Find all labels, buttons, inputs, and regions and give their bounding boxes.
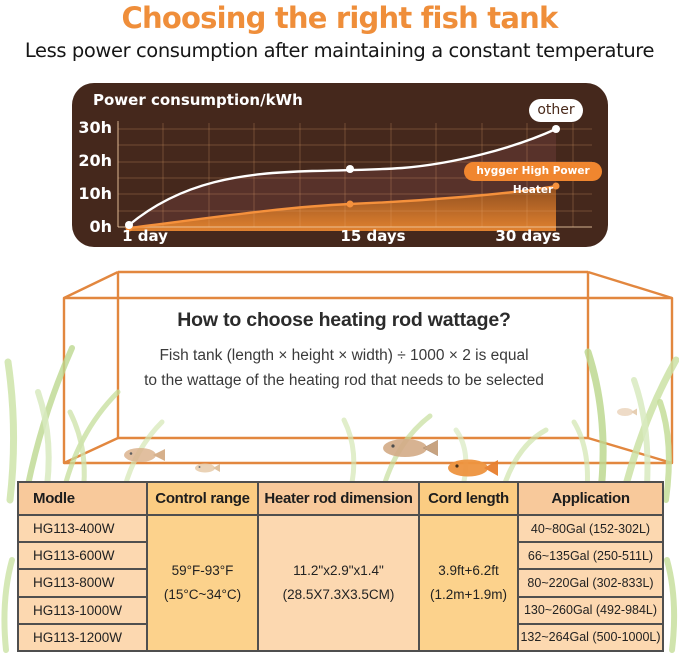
other-series-badge: other [529,99,583,122]
application-cell: 40~80Gal (152-302L) [517,513,664,544]
application-cell: 132~264Gal (500-1000L) [517,622,664,653]
x-axis-tick-1day: 1 day [122,227,168,245]
model-cell: HG113-800W [17,568,148,598]
heating-rod-wattage-note: How to choose heating rod wattage? Fish … [24,309,664,393]
application-cell: 130~260Gal (492-984L) [517,595,664,625]
page-title: Choosing the right fish tank [121,1,559,35]
wattage-question-heading: How to choose heating rod wattage? [177,309,511,331]
control-range-cell: 59°F-93°F (15°C~34°C) [146,514,259,652]
y-axis-tick-0h: 0h [89,217,112,236]
application-cell: 80~220Gal (302-833L) [517,568,664,598]
fish-icon [124,408,637,477]
model-cell: HG113-1000W [17,595,148,625]
chart-axes [117,121,592,228]
table-row: HG113-400W 59°F-93°F (15°C~34°C) 11.2"x2… [17,513,664,652]
table-row: HG113-1200W 132~264Gal (500-1000L) [17,622,664,653]
table-row: HG113-800W 80~220Gal (302-833L) [17,568,664,598]
col-header-application: Application [517,481,664,516]
col-header-model: Modle [17,481,148,516]
model-cell: HG113-600W [17,541,148,571]
application-cell: 66~135Gal (250-511L) [517,541,664,571]
heater-rod-dimension-cell: 11.2"x2.9"x1.4" (28.5X7.3X3.5CM) [257,514,420,652]
x-axis-tick-30days: 30 days [495,227,561,245]
col-header-cord-length: Cord length [418,481,519,516]
hygger-series-area [129,186,556,231]
table-header-row: Modle Control range Heater rod dimension… [17,481,664,516]
y-axis-tick-30h: 30h [78,118,112,137]
col-header-control-range: Control range [146,481,259,516]
hygger-series-badge: hygger High Power Heater [464,162,602,196]
page-subtitle: Less power consumption after maintaining… [24,39,655,62]
col-header-heater-rod-dimension: Heater rod dimension [257,481,420,516]
wattage-formula-line2: to the wattage of the heating rod that n… [144,372,544,389]
table-row: HG113-1000W 130~260Gal (492-984L) [17,595,664,625]
y-axis-tick-20h: 20h [78,151,112,170]
wattage-formula-line1: Fish tank (length × height × width) ÷ 10… [159,347,529,364]
heater-spec-table: Modle Control range Heater rod dimension… [17,481,664,653]
cord-length-cell: 3.9ft+6.2ft (1.2m+1.9m) [418,514,519,652]
y-axis-tick-10h: 10h [78,184,112,203]
model-cell: HG113-400W [17,513,148,544]
power-consumption-chart: Power consumption/kWh 30h 20h 10h 0h 1 d… [72,83,608,247]
x-axis-tick-15days: 15 days [340,227,406,245]
chart-title: Power consumption/kWh [93,91,303,109]
model-cell: HG113-1200W [17,622,148,653]
other-series-points [125,125,560,229]
table-row: HG113-600W 66~135Gal (250-511L) [17,541,664,571]
